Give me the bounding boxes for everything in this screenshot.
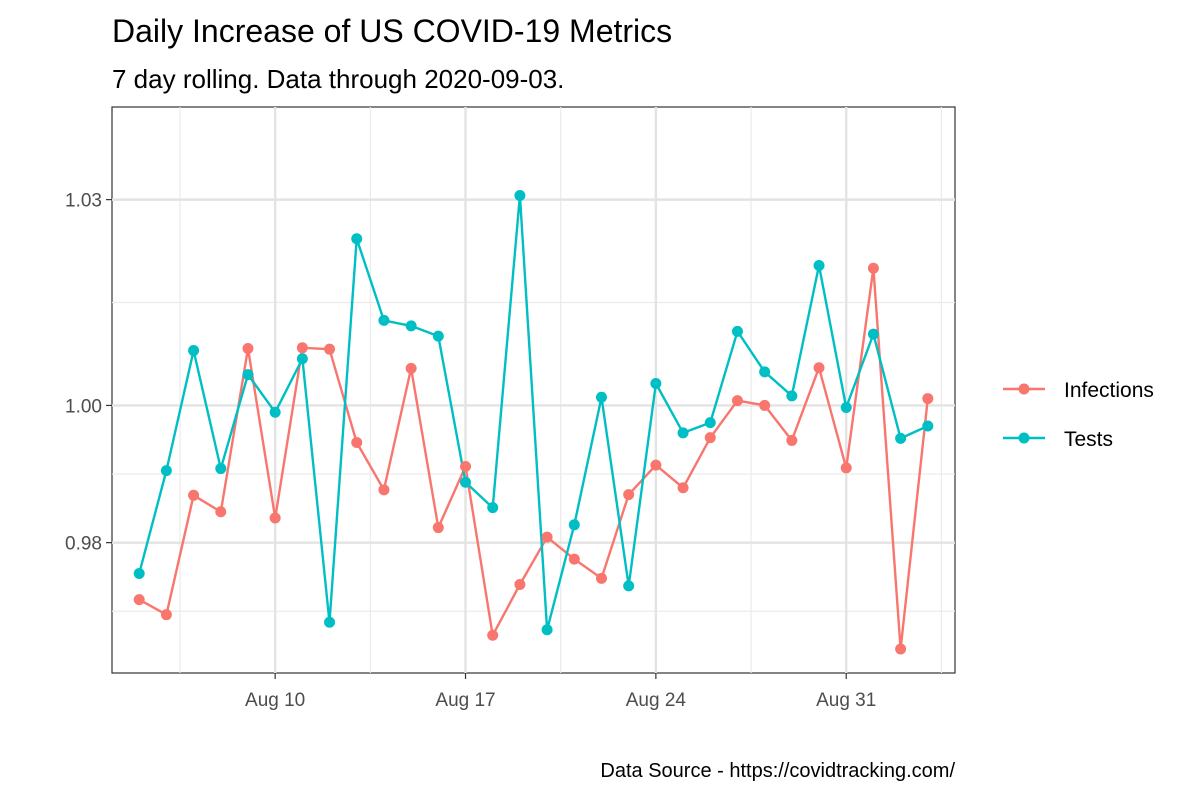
data-point-infections: [650, 459, 662, 471]
data-point-infections: [514, 578, 526, 590]
data-point-infections: [296, 342, 308, 354]
legend-key-point: [1018, 432, 1030, 444]
data-point-tests: [269, 406, 281, 418]
data-point-tests: [514, 190, 526, 202]
data-point-infections: [595, 572, 607, 584]
x-axis: Aug 10 Aug 17 Aug 24 Aug 31: [245, 673, 876, 711]
data-point-infections: [215, 506, 227, 518]
chart-caption: Data Source - https://covidtracking.com/: [600, 760, 955, 782]
minor-gridlines: [112, 107, 955, 673]
chart-title: Daily Increase of US COVID-19 Metrics: [112, 13, 673, 49]
x-tick-label: Aug 10: [245, 690, 305, 711]
legend-item-tests: Tests: [1003, 428, 1113, 451]
data-point-tests: [568, 519, 580, 531]
data-point-tests: [324, 616, 336, 628]
legend-label: Tests: [1064, 428, 1113, 451]
data-point-tests: [215, 463, 227, 475]
legend-item-infections: Infections: [1003, 379, 1154, 402]
chart-subtitle: 7 day rolling. Data through 2020-09-03.: [112, 64, 565, 94]
data-point-infections: [351, 436, 363, 448]
data-point-infections: [133, 594, 145, 606]
data-point-tests: [922, 420, 934, 432]
data-point-tests: [487, 502, 499, 514]
data-point-infections: [460, 460, 472, 472]
data-point-tests: [650, 377, 662, 389]
data-point-tests: [731, 325, 743, 337]
data-point-infections: [759, 399, 771, 411]
data-point-infections: [487, 629, 499, 641]
x-tick-label: Aug 31: [816, 690, 876, 711]
data-point-tests: [895, 432, 907, 444]
y-axis: 0.98 1.00 1.03: [65, 191, 112, 555]
legend: Infections Tests: [1003, 379, 1154, 451]
data-point-infections: [786, 434, 798, 446]
data-point-infections: [568, 553, 580, 565]
data-point-infections: [432, 522, 444, 534]
data-point-tests: [840, 401, 852, 413]
data-point-infections: [188, 489, 200, 501]
data-point-infections: [623, 489, 635, 501]
data-point-infections: [895, 643, 907, 655]
data-point-tests: [704, 417, 716, 429]
data-point-tests: [432, 330, 444, 342]
data-point-tests: [296, 353, 308, 365]
data-point-tests: [867, 328, 879, 340]
series-points: [133, 190, 934, 655]
data-point-tests: [188, 345, 200, 357]
data-point-tests: [541, 624, 553, 636]
data-point-tests: [351, 233, 363, 245]
data-point-tests: [759, 366, 771, 378]
data-point-tests: [813, 259, 825, 271]
data-point-infections: [405, 362, 417, 374]
x-tick-label: Aug 24: [626, 690, 687, 711]
data-point-infections: [677, 482, 689, 494]
x-tick-label: Aug 17: [435, 690, 495, 711]
legend-key-point: [1018, 383, 1030, 395]
data-point-tests: [133, 568, 145, 580]
data-point-tests: [160, 465, 172, 477]
series-lines: [138, 194, 929, 651]
data-point-tests: [405, 320, 417, 332]
data-point-tests: [595, 391, 607, 403]
series-line-tests: [138, 194, 929, 631]
y-tick-label: 1.03: [65, 191, 102, 212]
data-point-infections: [324, 343, 336, 355]
plot-panel: [111, 106, 956, 674]
y-tick-label: 1.00: [65, 396, 102, 417]
data-point-tests: [378, 314, 390, 326]
legend-label: Infections: [1064, 379, 1154, 402]
data-point-tests: [786, 390, 798, 402]
data-point-infections: [840, 462, 852, 474]
data-point-tests: [460, 476, 472, 488]
data-point-infections: [867, 262, 879, 274]
data-point-infections: [922, 393, 934, 405]
series-line-infections: [138, 267, 929, 651]
y-tick-label: 0.98: [65, 534, 102, 555]
data-point-infections: [242, 342, 254, 354]
data-point-infections: [378, 484, 390, 496]
data-point-infections: [813, 362, 825, 374]
data-point-infections: [269, 512, 281, 524]
data-point-infections: [704, 432, 716, 444]
data-point-infections: [541, 531, 553, 543]
data-point-tests: [242, 369, 254, 381]
data-point-infections: [731, 395, 743, 407]
data-point-infections: [160, 609, 172, 621]
data-point-tests: [623, 580, 635, 592]
data-point-tests: [677, 427, 689, 439]
